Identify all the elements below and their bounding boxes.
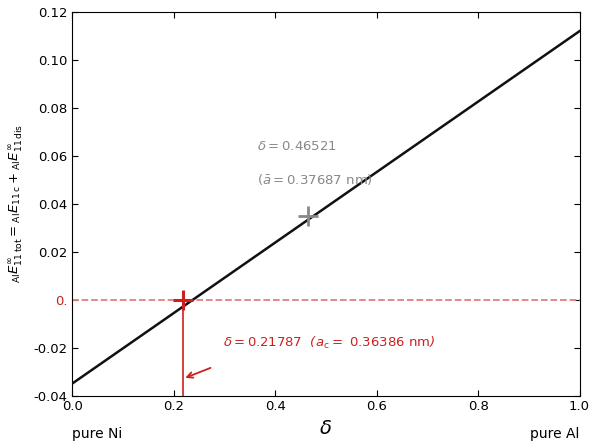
Text: pure Ni: pure Ni: [72, 427, 122, 441]
Y-axis label: ${{_\mathrm{Al}}}E^\infty_{11\,\mathrm{tot}}={_\mathrm{Al}}E_{11\,\mathrm{c}}+{_: ${{_\mathrm{Al}}}E^\infty_{11\,\mathrm{t…: [7, 124, 25, 283]
X-axis label: $\delta$: $\delta$: [319, 419, 333, 438]
Text: $(\bar{a} = 0.37687\ \mathrm{nm})$: $(\bar{a} = 0.37687\ \mathrm{nm})$: [257, 172, 373, 187]
Text: pure Al: pure Al: [530, 427, 580, 441]
Text: $\delta = 0.21787$  ($a_\mathrm{c}{=}\ 0.36386\ \mathrm{nm}$): $\delta = 0.21787$ ($a_\mathrm{c}{=}\ 0.…: [223, 335, 436, 351]
Text: $\delta = 0.46521$: $\delta = 0.46521$: [257, 141, 337, 154]
